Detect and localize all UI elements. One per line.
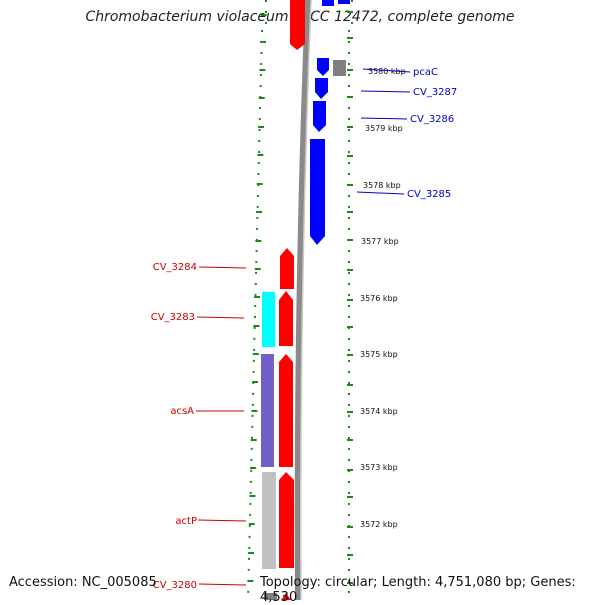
label-cv-3280[interactable]: CV_3280 xyxy=(153,580,197,591)
tick-label: 3579 kbp xyxy=(365,124,403,133)
tick-label: 3576 kbp xyxy=(360,294,398,303)
tick-label: 3572 kbp xyxy=(360,520,398,529)
gray-feature[interactable] xyxy=(333,60,346,76)
forward-features xyxy=(279,0,305,600)
gene-acsA[interactable] xyxy=(279,354,293,467)
label-cv-3283[interactable]: CV_3283 xyxy=(151,312,195,323)
cyan-feature[interactable] xyxy=(262,292,275,347)
tick-label: 3575 kbp xyxy=(360,350,398,359)
label-actP[interactable]: actP xyxy=(175,516,197,527)
tick-label: 3578 kbp xyxy=(363,181,401,190)
gene-cv-3285[interactable] xyxy=(310,139,325,245)
accession-text: Accession: NC_005085 xyxy=(9,575,157,590)
tick-label: 3577 kbp xyxy=(361,237,399,246)
gene-actP[interactable] xyxy=(279,472,294,568)
gene-pcaC[interactable] xyxy=(317,58,329,76)
gene-cv-3280[interactable] xyxy=(281,593,291,600)
label-acsA[interactable]: acsA xyxy=(170,406,194,417)
gene-labels: pcaC CV_3287 CV_3286 CV_3285 CV_3284 CV_… xyxy=(151,67,458,591)
reverse-features xyxy=(310,0,350,245)
label-cv-3286[interactable]: CV_3286 xyxy=(410,114,454,125)
left-dotted-track xyxy=(247,29,263,600)
tick-label: 3574 kbp xyxy=(360,407,398,416)
label-cv-3285[interactable]: CV_3285 xyxy=(407,189,451,200)
gray-feature-bottom[interactable] xyxy=(264,593,277,600)
gene-cv-3284[interactable] xyxy=(280,248,294,289)
other-features xyxy=(261,292,277,600)
topology-text: Topology: circular; Length: 4,751,080 bp… xyxy=(260,575,576,605)
gene-cv-3287[interactable] xyxy=(315,78,328,99)
gene-top-red[interactable] xyxy=(290,0,305,50)
purple-feature[interactable] xyxy=(261,354,274,467)
gene-cv-3286[interactable] xyxy=(313,101,326,132)
tick-label: 3573 kbp xyxy=(360,463,398,472)
gene-cv-3283[interactable] xyxy=(279,291,293,346)
tick-marks-left xyxy=(247,14,267,582)
gene-cv-top-blue-2[interactable] xyxy=(338,0,350,4)
label-pcaC[interactable]: pcaC xyxy=(413,67,438,78)
tick-marks-right xyxy=(347,11,353,584)
label-cv-3287[interactable]: CV_3287 xyxy=(413,87,457,98)
light-gray-feature[interactable] xyxy=(262,472,276,569)
tick-labels: 3580 kbp 3579 kbp 3578 kbp 3577 kbp 3576 kbp… xyxy=(360,67,406,529)
gene-cv-top-blue[interactable] xyxy=(322,0,334,6)
tick-label: 3580 kbp xyxy=(368,67,406,76)
genome-backbone-highlight xyxy=(299,0,312,600)
label-cv-3284[interactable]: CV_3284 xyxy=(153,262,197,273)
genome-backbone xyxy=(294,0,311,600)
